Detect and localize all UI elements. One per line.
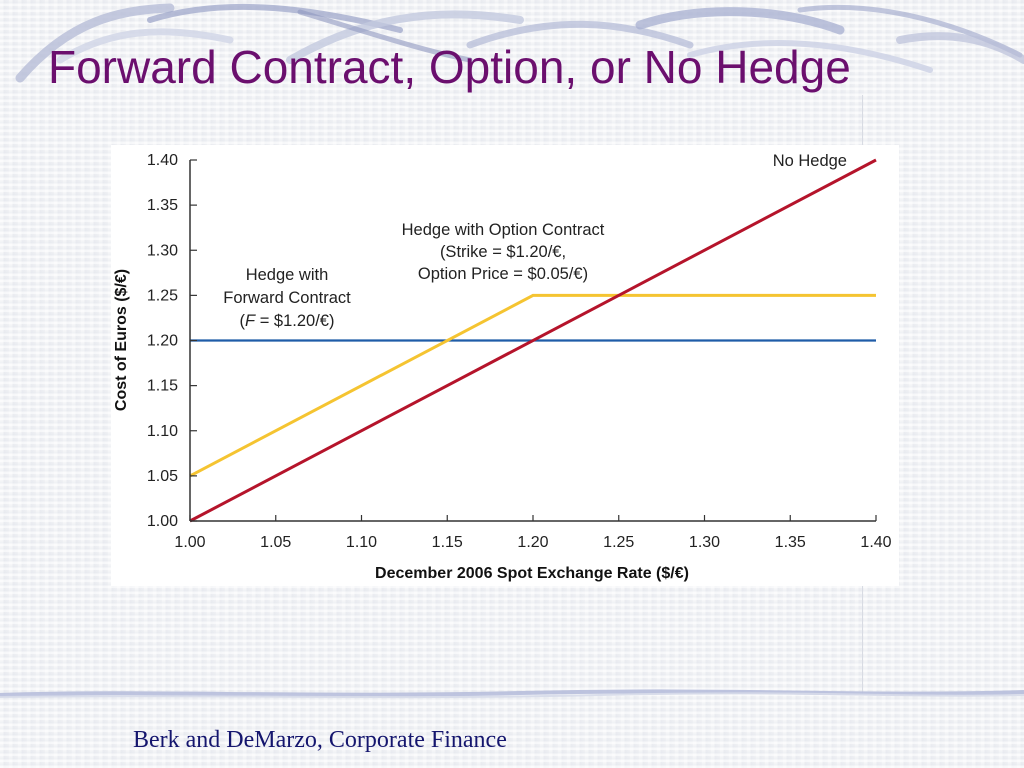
series-line-option [189, 293, 876, 478]
y-tick-label: 1.30 [147, 242, 178, 259]
x-tick-label: 1.15 [432, 534, 463, 551]
y-tick-label: 1.00 [147, 513, 178, 530]
y-axis-title: Cost of Euros ($/€) [113, 269, 130, 411]
annotation-forward-value: = $1.20/€) [255, 312, 334, 330]
annotation-option-line3: Option Price = $0.05/€) [418, 265, 588, 283]
annotation-forward-line2: Forward Contract [223, 289, 351, 307]
slide-footer: Berk and DeMarzo, Corporate Finance [133, 727, 507, 753]
slide-title: Forward Contract, Option, or No Hedge [48, 41, 851, 93]
annotation-no-hedge: No Hedge [773, 152, 847, 170]
annotation-option-line2: (Strike = $1.20/€, [440, 243, 566, 261]
x-tick-label: 1.25 [603, 534, 634, 551]
annotation-forward-line1: Hedge with [246, 266, 329, 284]
hedge-comparison-chart: 1.00 1.05 1.10 1.15 1.20 1.25 1.30 1.35 1.40 1.00… [113, 152, 892, 582]
decorative-swirl-header [15, 3, 1024, 83]
y-tick-label: 1.25 [147, 287, 178, 304]
x-axis-title: December 2006 Spot Exchange Rate ($/€) [375, 565, 689, 582]
x-tick-label: 1.20 [517, 534, 548, 551]
y-tick-label: 1.35 [147, 197, 178, 214]
annotation-forward-open-paren: ( [240, 312, 246, 330]
series-line-nohedge [189, 158, 877, 523]
annotation-forward-line3: (F = $1.20/€) [240, 312, 335, 330]
x-tick-label: 1.40 [860, 534, 891, 551]
chart-marks [189, 158, 877, 523]
y-tick-label: 1.20 [147, 333, 178, 350]
y-tick-label: 1.10 [147, 423, 178, 440]
x-tick-label: 1.30 [689, 534, 720, 551]
annotation-forward-variable: F [245, 312, 256, 330]
chart-container: 1.00 1.05 1.10 1.15 1.20 1.25 1.30 1.35 1.40 1.00… [111, 145, 899, 586]
y-tick-label: 1.40 [147, 152, 178, 169]
x-tick-label: 1.10 [346, 534, 377, 551]
y-tick-label: 1.15 [147, 378, 178, 395]
x-tick-label: 1.35 [775, 534, 806, 551]
chart-ticks: 1.00 1.05 1.10 1.15 1.20 1.25 1.30 1.35 1.40 1.00… [147, 152, 892, 551]
annotation-option-line1: Hedge with Option Contract [402, 221, 605, 239]
decorative-bottom-rule [0, 689, 1024, 699]
x-tick-label: 1.05 [260, 534, 291, 551]
x-tick-label: 1.00 [174, 534, 205, 551]
y-tick-label: 1.05 [147, 468, 178, 485]
